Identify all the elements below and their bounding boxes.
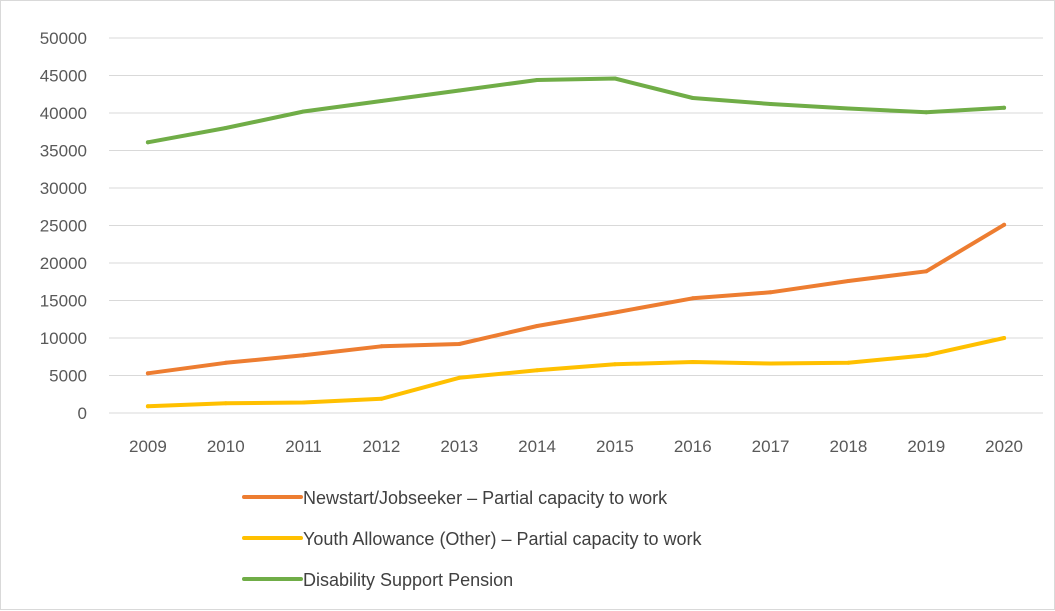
- data-point: [379, 344, 384, 349]
- data-point: [145, 404, 150, 409]
- series-line-3: [145, 76, 1007, 145]
- data-point: [846, 106, 851, 111]
- data-point: [612, 362, 617, 367]
- data-point: [924, 269, 929, 274]
- data-point: [690, 296, 695, 301]
- data-point: [301, 109, 306, 114]
- y-tick-label: 5000: [49, 367, 87, 386]
- x-tick-label: 2009: [129, 437, 167, 456]
- y-tick-label: 25000: [40, 217, 87, 236]
- data-point: [223, 360, 228, 365]
- data-point: [457, 342, 462, 346]
- data-point: [768, 361, 773, 366]
- x-tick-label: 2011: [285, 437, 322, 456]
- data-point: [1002, 105, 1007, 110]
- data-point: [924, 353, 929, 358]
- data-point: [768, 290, 773, 295]
- data-point: [924, 110, 929, 115]
- data-point: [301, 353, 306, 358]
- data-point: [457, 88, 462, 93]
- data-point: [223, 126, 228, 130]
- data-point: [145, 140, 150, 145]
- data-point: [301, 400, 306, 405]
- data-point: [690, 96, 695, 100]
- x-tick-label: 2019: [907, 437, 945, 456]
- data-point: [535, 368, 540, 373]
- y-tick-label: 35000: [40, 142, 87, 161]
- x-tick-label: 2016: [674, 437, 712, 456]
- y-tick-label: 20000: [40, 254, 87, 273]
- x-tick-label: 2012: [363, 437, 401, 456]
- y-tick-label: 0: [78, 404, 87, 423]
- legend-label: Disability Support Pension: [303, 570, 513, 590]
- y-tick-label: 30000: [40, 179, 87, 198]
- data-point: [1002, 336, 1007, 340]
- y-tick-label: 15000: [40, 292, 87, 311]
- series-line-1: [145, 222, 1007, 376]
- series-line-2: [145, 336, 1007, 409]
- y-tick-label: 40000: [40, 104, 87, 123]
- y-tick-label: 10000: [40, 329, 87, 348]
- data-point: [846, 279, 851, 283]
- legend-label: Youth Allowance (Other) – Partial capaci…: [303, 529, 703, 549]
- y-tick-label: 50000: [40, 29, 87, 48]
- legend-label: Newstart/Jobseeker – Partial capacity to…: [303, 488, 668, 508]
- data-point: [768, 102, 773, 106]
- data-point: [612, 76, 617, 81]
- series-lines: [145, 76, 1007, 409]
- data-point: [612, 310, 617, 315]
- x-tick-label: 2020: [985, 437, 1023, 456]
- data-point: [145, 371, 150, 376]
- data-point: [457, 375, 462, 380]
- y-axis-ticks: 0 5000 10000 15000 20000 25000 30000 35000 40000…: [40, 29, 87, 423]
- x-tick-label: 2015: [596, 437, 634, 456]
- gridlines: [109, 37, 1043, 414]
- x-tick-label: 2017: [752, 437, 790, 456]
- data-point: [223, 401, 228, 406]
- data-point: [690, 360, 695, 364]
- data-point: [379, 99, 384, 103]
- data-point: [535, 324, 540, 328]
- legend: Newstart/Jobseeker – Partial capacity to…: [242, 488, 703, 590]
- x-tick-label: 2014: [518, 437, 556, 456]
- x-tick-label: 2018: [830, 437, 868, 456]
- x-axis-ticks: 2009 2010 2011 2012 2013 2014 2015 2016 2017 2018…: [129, 437, 1023, 456]
- x-tick-label: 2010: [207, 437, 245, 456]
- data-point: [846, 360, 851, 365]
- data-point: [535, 78, 540, 82]
- x-tick-label: 2013: [440, 437, 478, 456]
- y-tick-label: 45000: [40, 67, 87, 86]
- data-point: [1002, 222, 1007, 227]
- data-point: [379, 396, 384, 401]
